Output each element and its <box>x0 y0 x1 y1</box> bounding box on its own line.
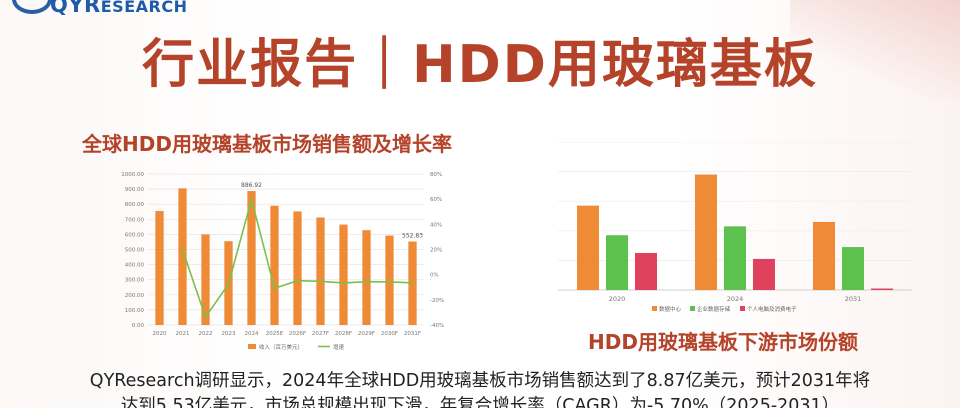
growth-point <box>319 280 322 283</box>
x-tick-label: 2022 <box>199 331 213 337</box>
y-tick-label: 400.00 <box>125 263 145 269</box>
segment-pc-consumer-legend-label: 个人电脑及消费电子 <box>747 305 797 313</box>
legend-swatch-revenue <box>248 344 256 349</box>
growth-point <box>388 280 391 283</box>
revenue-growth-chart: 0.00 100.00 200.00 300.00 400.00 500.00 600.00… <box>121 172 444 351</box>
logo-text: QYRESEARCH <box>50 0 187 17</box>
y2-tick-label: 0% <box>430 273 439 279</box>
revenue-bar <box>201 234 210 325</box>
growth-point <box>204 316 207 318</box>
revenue-bar <box>247 191 256 325</box>
corner-decoration <box>790 0 960 100</box>
x-tick-label: 2024 <box>245 331 259 337</box>
y-tick-label: 200.00 <box>125 293 145 299</box>
segment-pc-consumer-legend-swatch <box>740 306 745 311</box>
y2-tick-label: -20% <box>430 298 444 304</box>
y-tick-label: 500.00 <box>125 248 145 254</box>
segment-enterprise-storage-bar <box>724 226 746 290</box>
revenue-bar <box>362 230 371 325</box>
growth-point <box>342 282 345 284</box>
segment-data-center-legend-label: 数据中心 <box>659 305 682 313</box>
downstream-share-chart: 2020 2024 2031 数据中心 企业数据存储 个人电脑及消费电子 <box>558 142 912 313</box>
x-tick-label: 2029F <box>358 331 375 337</box>
summary-text: QYResearch调研显示，2024年全球HDD用玻璃基板市场销售额达到了8.… <box>0 369 960 408</box>
logo-main: QYR <box>50 0 101 17</box>
segment-pc-consumer-bar <box>871 288 893 290</box>
revenue-bar <box>155 210 164 325</box>
downstream-chart-title: HDD用玻璃基板下游市场份额 <box>588 330 858 354</box>
qyresearch-logo: QYRESEARCH <box>0 0 210 18</box>
segment-data-center-bar <box>577 205 599 290</box>
revenue-bar <box>293 211 302 325</box>
logo-small: ESEARCH <box>100 0 188 16</box>
data-label: 552.83 <box>402 233 423 240</box>
summary-line-2: 达到5.53亿美元，市场总规模出现下滑，年复合增长率（CAGR）为-5.70%（… <box>120 396 840 408</box>
x-tick-label: 2028F <box>335 331 352 337</box>
x-tick-label: 2025E <box>266 331 284 337</box>
x-tick-label: 2023 <box>222 331 236 337</box>
y2-tick-label: 20% <box>430 248 442 254</box>
legend-label-growth: 增速 <box>333 343 345 351</box>
segment-enterprise-storage-legend-swatch <box>690 306 695 311</box>
y-tick-label: 600.00 <box>125 232 145 238</box>
growth-point <box>227 283 230 286</box>
x-tick-label: 2020 <box>609 295 626 303</box>
x-tick-label: 2027F <box>312 331 329 337</box>
data-label: 886.92 <box>241 182 262 189</box>
y-tick-label: 300.00 <box>125 278 145 284</box>
segment-enterprise-storage-legend-label: 企业数据存储 <box>697 305 731 313</box>
x-tick-label: 2021 <box>176 331 190 337</box>
revenue-bar <box>316 217 325 325</box>
summary-line-1: QYResearch调研显示，2024年全球HDD用玻璃基板市场销售额达到了8.… <box>89 371 871 391</box>
y-tick-label: 900.00 <box>125 187 145 193</box>
growth-point <box>181 248 184 251</box>
x-tick-label: 2024 <box>727 295 744 303</box>
segment-enterprise-storage-bar <box>842 247 864 290</box>
segment-enterprise-storage-bar <box>606 235 628 290</box>
segment-pc-consumer-bar <box>635 253 657 290</box>
segment-data-center-bar <box>695 174 717 290</box>
x-tick-label: 2020 <box>153 331 167 337</box>
segment-data-center-bar <box>813 221 835 290</box>
segment-data-center-legend-swatch <box>652 306 657 311</box>
growth-point <box>273 287 276 290</box>
revenue-bar <box>339 224 348 325</box>
page-title: 行业报告｜HDD用玻璃基板 <box>142 35 818 95</box>
growth-point <box>250 198 253 201</box>
y2-tick-label: 40% <box>430 222 442 228</box>
y-tick-label: 100.00 <box>125 308 145 314</box>
x-tick-label: 2031F <box>404 331 421 337</box>
revenue-bar <box>178 188 187 325</box>
growth-point <box>411 282 414 284</box>
logo-ring-icon <box>12 0 52 14</box>
y-tick-label: 0.00 <box>132 323 145 329</box>
y2-tick-label: 60% <box>430 197 442 203</box>
y-tick-label: 800.00 <box>125 202 145 208</box>
x-tick-label: 2026F <box>289 331 306 337</box>
y2-tick-label: 80% <box>430 172 442 178</box>
y-tick-label: 1000.00 <box>121 172 144 178</box>
segment-pc-consumer-bar <box>753 258 775 290</box>
growth-point <box>365 280 368 283</box>
revenue-bar <box>270 205 279 325</box>
growth-point <box>296 279 299 282</box>
x-tick-label: 2031 <box>845 295 862 303</box>
y2-tick-label: -40% <box>430 323 444 329</box>
y-tick-label: 700.00 <box>125 217 145 223</box>
legend-label-revenue: 收入（百万美元） <box>259 343 303 351</box>
x-tick-label: 2030F <box>381 331 398 337</box>
revenue-chart-title: 全球HDD用玻璃基板市场销售额及增长率 <box>82 132 452 156</box>
revenue-bar <box>385 235 394 325</box>
